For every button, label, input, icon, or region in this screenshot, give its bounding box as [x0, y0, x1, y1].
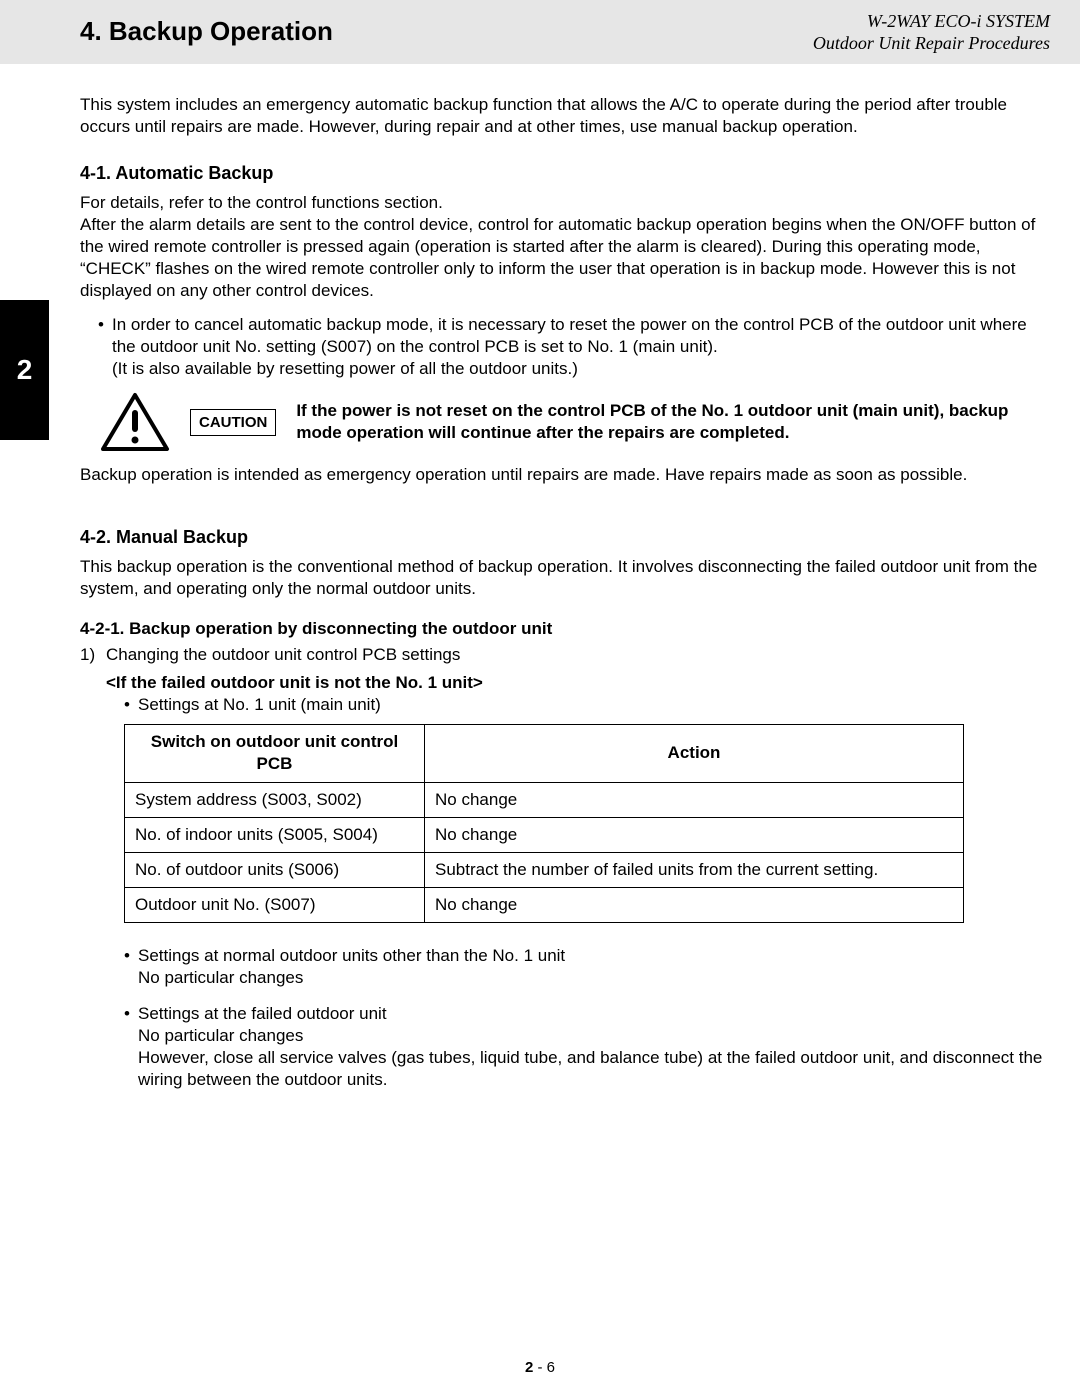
cell: No change: [425, 887, 964, 922]
s41-bullet1-note: (It is also available by resetting power…: [112, 359, 578, 378]
table-row: No. of indoor units (S005, S004) No chan…: [125, 817, 964, 852]
condition-heading: <If the failed outdoor unit is not the N…: [106, 672, 1050, 694]
post-table-bullets: Settings at normal outdoor units other t…: [106, 945, 1050, 989]
post-bullet2-text: Settings at the failed outdoor unit: [138, 1004, 387, 1023]
post-bullet-2: Settings at the failed outdoor unit No p…: [124, 1003, 1050, 1091]
system-name: W-2WAY ECO-i SYSTEM: [813, 10, 1050, 33]
settings-bullets: Settings at No. 1 unit (main unit): [106, 694, 1050, 716]
chapter-tab: 2: [0, 300, 49, 440]
header-right: W-2WAY ECO-i SYSTEM Outdoor Unit Repair …: [813, 10, 1050, 55]
post-bullet2-extra: However, close all service valves (gas t…: [138, 1047, 1050, 1091]
s41-bullet1-text: In order to cancel automatic backup mode…: [112, 315, 1027, 356]
post-bullet2-note: No particular changes: [138, 1025, 1050, 1047]
step1-text: Changing the outdoor unit control PCB se…: [106, 645, 460, 664]
settings-main-unit: Settings at No. 1 unit (main unit): [124, 694, 1050, 716]
section-title: 4. Backup Operation: [80, 15, 333, 49]
heading-4-2: 4-2. Manual Backup: [80, 526, 1050, 549]
step1-number: 1): [80, 644, 95, 666]
cell: No change: [425, 782, 964, 817]
cell: No. of outdoor units (S006): [125, 852, 425, 887]
intro-paragraph: This system includes an emergency automa…: [80, 94, 1050, 138]
s41-p1: For details, refer to the control functi…: [80, 192, 1050, 214]
warning-icon: [100, 392, 170, 452]
th-action: Action: [425, 725, 964, 782]
th-switch: Switch on outdoor unit control PCB: [125, 725, 425, 782]
s41-p2: After the alarm details are sent to the …: [80, 214, 1050, 302]
post-bullet1-text: Settings at normal outdoor units other t…: [138, 946, 565, 965]
footer-page: 6: [547, 1359, 555, 1376]
cell: System address (S003, S002): [125, 782, 425, 817]
table-row: System address (S003, S002) No change: [125, 782, 964, 817]
post-table-bullets-2: Settings at the failed outdoor unit No p…: [106, 1003, 1050, 1091]
main-content: This system includes an emergency automa…: [0, 64, 1080, 1092]
page-footer: 2 - 6: [0, 1358, 1080, 1378]
cell: Subtract the number of failed units from…: [425, 852, 964, 887]
pcb-settings-table: Switch on outdoor unit control PCB Actio…: [124, 724, 964, 923]
footer-sep: -: [533, 1359, 546, 1376]
post-bullet-1: Settings at normal outdoor units other t…: [124, 945, 1050, 989]
header-bar: 4. Backup Operation W-2WAY ECO-i SYSTEM …: [0, 0, 1080, 64]
cell: No change: [425, 817, 964, 852]
cell: Outdoor unit No. (S007): [125, 887, 425, 922]
s42-p1: This backup operation is the conventiona…: [80, 556, 1050, 600]
step-1: 1) Changing the outdoor unit control PCB…: [80, 644, 1050, 666]
heading-4-2-1: 4-2-1. Backup operation by disconnecting…: [80, 618, 1050, 640]
s41-bullets: In order to cancel automatic backup mode…: [80, 314, 1050, 380]
table-row: Outdoor unit No. (S007) No change: [125, 887, 964, 922]
s41-bullet1: In order to cancel automatic backup mode…: [98, 314, 1050, 380]
caution-block: CAUTION If the power is not reset on the…: [100, 392, 1050, 452]
table-row: No. of outdoor units (S006) Subtract the…: [125, 852, 964, 887]
caution-label: CAUTION: [190, 409, 276, 437]
cell: No. of indoor units (S005, S004): [125, 817, 425, 852]
heading-4-1: 4-1. Automatic Backup: [80, 162, 1050, 185]
caution-text: If the power is not reset on the control…: [296, 400, 1050, 444]
post-bullet1-note: No particular changes: [138, 967, 1050, 989]
doc-name: Outdoor Unit Repair Procedures: [813, 32, 1050, 55]
s41-p3: Backup operation is intended as emergenc…: [80, 464, 1050, 486]
